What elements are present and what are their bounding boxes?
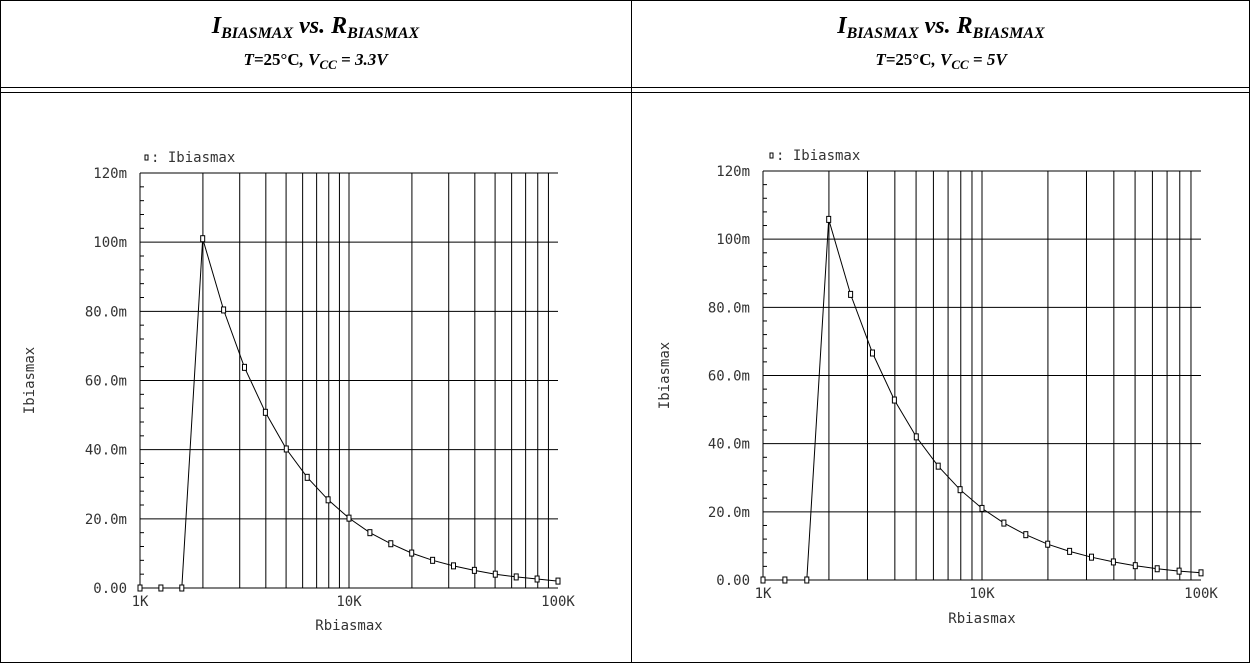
data-point [1067, 547, 1073, 555]
data-point [782, 576, 788, 584]
chart-header-right: IBIASMAX vs. RBIASMAX T=25°C, VCC = 5V [632, 0, 1250, 87]
data-point [430, 556, 436, 564]
data-point [1001, 519, 1007, 527]
y-tick-label: 0.00 [93, 581, 127, 597]
data-point [979, 504, 985, 512]
y-axis-label: Ibiasmax [22, 347, 38, 414]
y-tick-label: 20.0m [708, 505, 750, 521]
legend-label: : Ibiasmax [776, 148, 860, 164]
y-tick-label: 120m [716, 164, 750, 180]
y-tick-label: 0.00 [716, 573, 750, 589]
data-point [388, 540, 394, 548]
data-point [534, 575, 540, 583]
chart-right: 0.00 20.0m 40.0m 60.0m 80.0m 100m 120m 1K 10K 100… [657, 148, 1218, 627]
column-divider [631, 0, 632, 663]
chart-subtitle-left: T=25°C, VCC = 3.3V [243, 50, 388, 72]
chart-left: 0.00 20.0m 40.0m 60.0m 80.0m 100m 120m 1K 10K 100… [22, 150, 575, 634]
y-tick-label: 60.0m [85, 374, 127, 390]
data-point [179, 584, 185, 592]
data-point [492, 570, 498, 578]
x-axis-label: Rbiasmax [315, 618, 382, 634]
data-point [451, 562, 457, 570]
y-axis-label: Ibiasmax [657, 342, 673, 409]
data-point [869, 349, 875, 357]
data-point [826, 215, 832, 223]
x-tick-label: 1K [755, 586, 772, 602]
data-point [241, 363, 247, 371]
data-point [513, 573, 519, 581]
chart-title-right: IBIASMAX vs. RBIASMAX [837, 13, 1045, 42]
legend-marker [769, 152, 774, 159]
y-tick-label: 100m [716, 232, 750, 248]
data-point [555, 577, 561, 585]
data-point [957, 486, 963, 494]
data-point [804, 576, 810, 584]
data-point [1176, 567, 1182, 575]
data-point [221, 306, 227, 314]
data-point [200, 235, 206, 243]
data-point [848, 290, 854, 298]
y-tick-label: 80.0m [85, 304, 127, 320]
y-tick-label: 40.0m [85, 443, 127, 459]
x-tick-label: 1K [132, 594, 149, 610]
data-point [1198, 569, 1204, 577]
data-point [283, 445, 289, 453]
legend-marker [144, 154, 149, 161]
data-point [1132, 562, 1138, 570]
header-divider [0, 87, 1250, 88]
data-point [891, 396, 897, 404]
x-tick-label: 10K [336, 594, 362, 610]
data-point [760, 576, 766, 584]
data-point [325, 496, 331, 504]
data-point [1089, 553, 1095, 561]
data-point [137, 584, 143, 592]
x-axis-label: Rbiasmax [948, 611, 1015, 627]
data-point [409, 549, 415, 557]
data-point [367, 529, 373, 537]
data-point [158, 584, 164, 592]
chart-subtitle-right: T=25°C, VCC = 5V [875, 50, 1007, 72]
x-tick-label: 100K [1184, 586, 1218, 602]
data-point [471, 566, 477, 574]
y-tick-label: 100m [93, 235, 127, 251]
y-tick-label: 80.0m [708, 300, 750, 316]
chart-title-left: IBIASMAX vs. RBIASMAX [211, 13, 420, 42]
y-tick-label: 60.0m [708, 369, 750, 385]
chart-header-left: IBIASMAX vs. RBIASMAX T=25°C, VCC = 3.3V [0, 0, 631, 87]
data-point [935, 462, 941, 470]
data-point [1110, 558, 1116, 566]
legend-label: : Ibiasmax [151, 150, 235, 166]
y-tick-label: 20.0m [85, 512, 127, 528]
y-tick-label: 40.0m [708, 437, 750, 453]
data-point [262, 408, 268, 416]
data-point [1023, 531, 1029, 539]
x-tick-label: 10K [969, 586, 995, 602]
data-point [1045, 540, 1051, 548]
x-tick-label: 100K [541, 594, 575, 610]
data-point [346, 514, 352, 522]
y-tick-label: 120m [93, 166, 127, 182]
header-divider-double [0, 92, 1250, 93]
data-point [913, 433, 919, 441]
data-point [1154, 565, 1160, 573]
data-point [304, 473, 310, 481]
